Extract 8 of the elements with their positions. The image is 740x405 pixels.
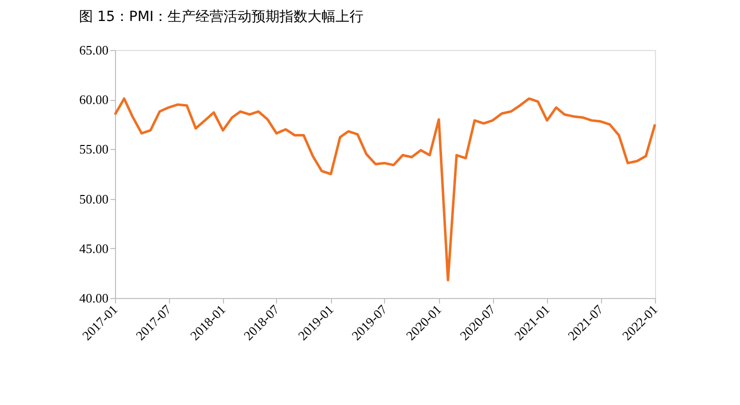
y-tick-label: 60.00 [79,92,108,108]
y-tick-label: 45.00 [79,240,108,256]
y-tick-label: 65.00 [79,42,108,58]
chart-title: 图 15：PMI：生产经营活动预期指数大幅上行 [78,9,364,25]
y-tick-label: 40.00 [79,290,108,306]
line-series [114,97,656,282]
y-tick-label: 50.00 [79,191,108,206]
y-tick-label: 55.00 [79,142,108,157]
